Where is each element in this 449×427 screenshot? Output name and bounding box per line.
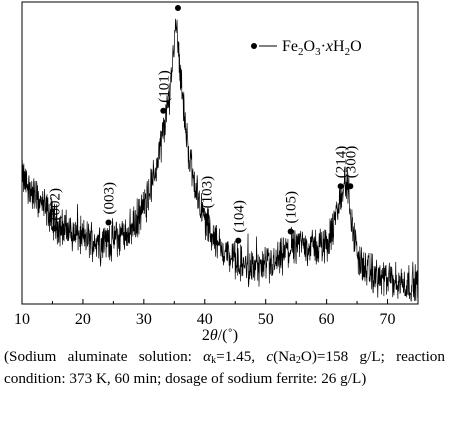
x-tick-label: 60	[319, 311, 335, 328]
x-axis-ticks: 10 20 30 40 50 60 70	[14, 299, 396, 328]
peak-label: (300)	[343, 146, 359, 179]
peak-marker	[337, 183, 344, 190]
peak-label: (214)	[334, 146, 350, 179]
peak-marker	[287, 228, 294, 235]
caption-alpha: α	[203, 348, 212, 365]
peak-label: (103)	[200, 176, 216, 209]
figure-caption: (Sodium aluminate solution: αk=1.45, c(N…	[4, 346, 445, 389]
x-axis-label: 2θ/(˚)	[202, 327, 238, 344]
x-tick-label: 20	[75, 311, 91, 328]
series-layer	[21, 18, 419, 302]
peak-label: (104)	[231, 200, 247, 233]
peak-label: (105)	[284, 191, 300, 224]
caption-text: (Na	[273, 348, 296, 365]
caption-text: =1.45,	[216, 348, 267, 365]
plot-frame	[21, 1, 419, 305]
legend-marker	[251, 43, 257, 49]
caption-text: O)=158 g/L; reaction condition: 373 K, 6…	[4, 348, 445, 387]
xrd-pattern-line	[21, 18, 419, 302]
caption-subscript: 2	[295, 355, 301, 366]
legend: Fe2O3·xH2O	[251, 38, 362, 58]
peak-markers: (002)(003)(101)(102)(103)(104)(105)(214)…	[47, 0, 359, 244]
caption-c: c	[266, 348, 274, 365]
peak-marker	[105, 219, 112, 226]
caption-text: (Sodium aluminate solution:	[4, 348, 204, 365]
peak-marker	[347, 183, 354, 190]
peak-marker	[203, 213, 210, 220]
x-tick-label: 70	[380, 311, 396, 328]
caption-alpha-subscript: k	[211, 355, 217, 366]
peak-marker	[160, 107, 167, 114]
peak-marker	[174, 5, 181, 12]
peak-marker	[51, 225, 58, 232]
peak-label: (002)	[47, 188, 63, 221]
x-tick-label: 10	[14, 311, 30, 328]
peak-label: (101)	[156, 70, 172, 103]
x-tick-label: 30	[136, 311, 152, 328]
peak-label: (003)	[102, 182, 118, 215]
x-tick-label: 40	[197, 311, 213, 328]
x-tick-label: 50	[258, 311, 274, 328]
legend-label: Fe2O3·xH2O	[282, 38, 362, 58]
peak-marker	[235, 237, 242, 244]
